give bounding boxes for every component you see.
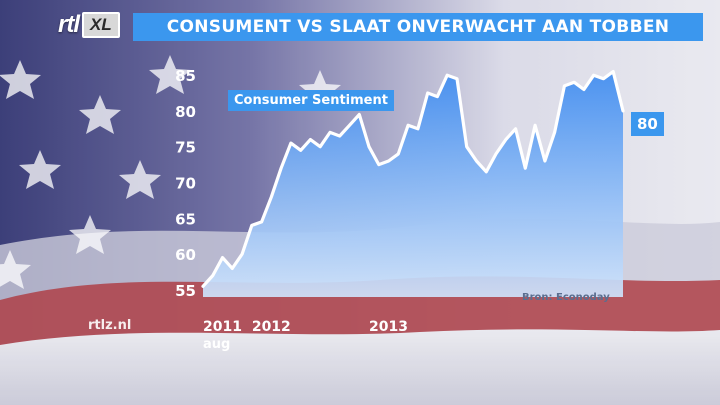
site-watermark: rtlz.nl: [88, 318, 132, 333]
y-tick-label: 80: [175, 103, 196, 121]
y-tick-label: 55: [175, 282, 196, 300]
rtl-xl-logo: rtl XL: [58, 10, 120, 40]
y-tick-label: 65: [175, 210, 196, 228]
x-tick-label: 2012: [252, 319, 291, 335]
title-bar: CONSUMENT VS SLAAT ONVERWACHT AAN TOBBEN: [133, 13, 703, 41]
end-value-label: 80: [631, 112, 664, 136]
logo-xl-badge: XL: [82, 12, 120, 38]
source-label: Bron: Econoday: [522, 292, 610, 303]
y-tick-label: 85: [175, 67, 196, 85]
chart-title: CONSUMENT VS SLAAT ONVERWACHT AAN TOBBEN: [166, 17, 670, 37]
y-tick-label: 75: [175, 139, 196, 157]
y-tick-label: 70: [175, 175, 196, 193]
y-tick-label: 60: [175, 246, 196, 264]
x-tick-label: 2013: [369, 319, 408, 335]
sentiment-area: [203, 71, 623, 297]
sentiment-line: [201, 70, 625, 288]
logo-rtl-text: rtl: [58, 11, 80, 38]
x-tick-sublabel: aug: [203, 337, 230, 352]
x-tick-label: 2011: [203, 319, 242, 335]
series-label: Consumer Sentiment: [228, 90, 394, 111]
flag-stars: [0, 55, 341, 289]
